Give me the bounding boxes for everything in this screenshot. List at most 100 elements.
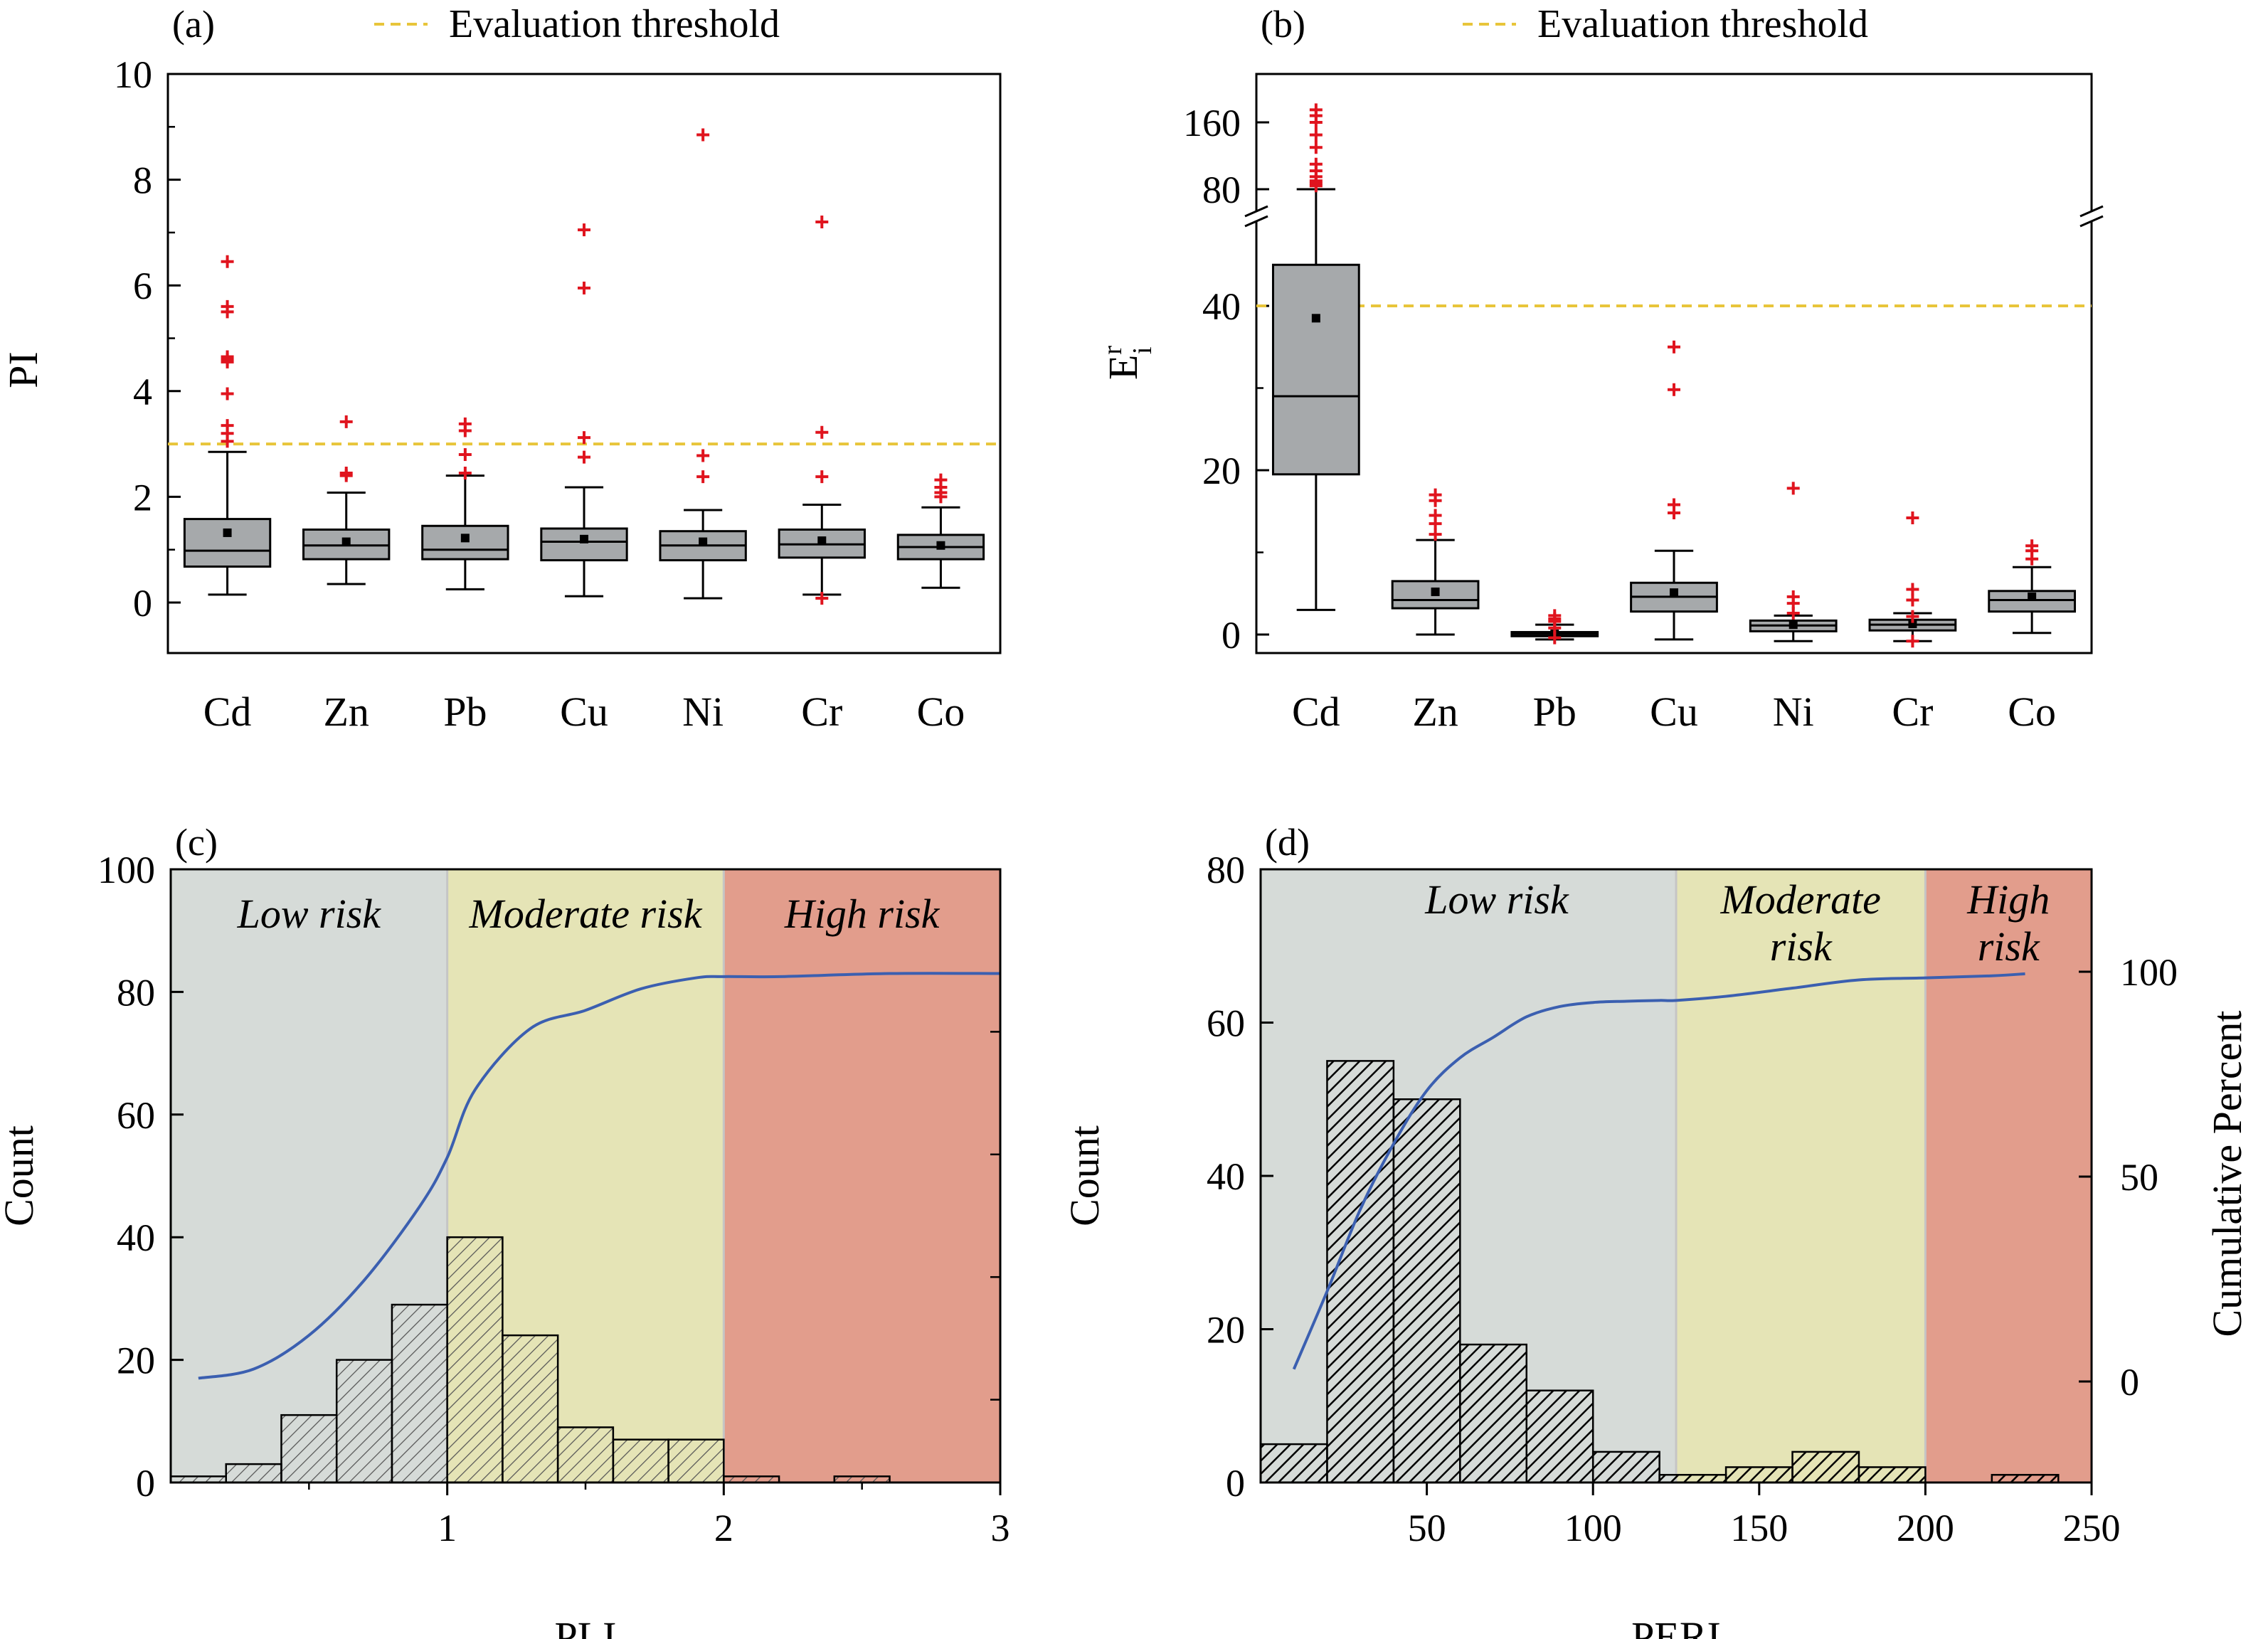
outlier-marker [815, 592, 829, 605]
mean-marker [699, 537, 708, 546]
panel-c-y-axis-title: Count [0, 1125, 42, 1226]
panel-b-box-zn [1391, 488, 1480, 636]
outlier-marker [339, 469, 353, 482]
panel-a-legend-label: Evaluation threshold [449, 2, 780, 46]
panel-d-xtick-label: 50 [1408, 1507, 1446, 1549]
outlier-marker [1309, 141, 1323, 154]
outlier-marker [1668, 340, 1680, 354]
panel-a-ytick-label: 6 [133, 265, 152, 307]
panel-b-category-label: Cr [1892, 689, 1933, 735]
panel-d-xtick-label: 250 [2063, 1507, 2121, 1549]
panel-d-y2tick-label: 0 [2120, 1361, 2139, 1404]
panel-c-bar [556, 1426, 615, 1484]
outlier-marker [1548, 631, 1562, 645]
panel-d-zone-label-line2: risk [1770, 923, 1833, 970]
panel-d-xtick-label: 150 [1730, 1507, 1788, 1549]
panel-c-xtick-label: 3 [991, 1507, 1010, 1549]
panel-b-y-axis-title: Eri [1098, 346, 1157, 380]
outlier-marker [221, 255, 234, 268]
outlier-marker [1429, 528, 1442, 541]
panel-d-zone-label: Low risk [1424, 876, 1569, 923]
panel-b-box-co [1988, 539, 2077, 635]
mean-marker [1908, 619, 1917, 628]
panel-d-bar [1591, 1450, 1660, 1484]
panel-d-zone-label: High [1966, 876, 2050, 923]
panel-c-zone-label: Low risk [237, 891, 382, 937]
outlier-marker [1906, 610, 1919, 623]
panel-d-zone-2 [1925, 869, 2092, 1482]
outlier-marker [1429, 517, 1442, 531]
panel-c-bar [225, 1463, 282, 1484]
outlier-marker [696, 128, 710, 142]
outlier-marker [339, 415, 353, 428]
panel-a-box-ni [659, 128, 747, 600]
outlier-marker [1668, 506, 1680, 520]
panel-c-histogram: Low risk Moderate risk High risk 0 20 40 60 80 1… [0, 821, 1010, 1639]
outlier-marker [1906, 511, 1919, 524]
iqr-box [421, 524, 509, 561]
panel-c-ytick-label: 60 [117, 1094, 155, 1137]
mean-marker [460, 534, 470, 543]
outlier-marker [458, 424, 472, 437]
panel-c-ytick-label: 40 [117, 1216, 155, 1259]
panel-a-ytick-label: 10 [114, 53, 152, 96]
axis-break-mark [1244, 215, 1268, 228]
panel-d-x-axis-title: PERI [1631, 1613, 1721, 1639]
axis-break-mark [1244, 205, 1268, 218]
panel-b-category-label: Co [2008, 689, 2056, 735]
outlier-marker [934, 490, 948, 504]
panel-b-box-cu [1630, 340, 1718, 641]
panel-b-ytick-label: 80 [1202, 169, 1241, 211]
outlier-marker [1786, 482, 1800, 495]
panel-b-legend-label: Evaluation threshold [1537, 2, 1868, 46]
panel-c-xtick-label: 2 [714, 1507, 733, 1549]
panel-a-category-label: Co [917, 689, 965, 735]
axis-break-mark [2079, 215, 2104, 228]
panel-c-cumulative-line [198, 972, 1001, 1380]
panel-a-category-label: Cd [203, 689, 252, 735]
panel-b-box-cd [1271, 103, 1360, 611]
panel-c-zone-label: Moderate risk [469, 891, 703, 937]
panel-b-ytick-label: 0 [1222, 614, 1241, 657]
outlier-marker [578, 450, 590, 464]
outlier-marker [696, 449, 710, 462]
panel-c-bar [391, 1303, 448, 1484]
panel-d-y2tick-label: 100 [2120, 951, 2178, 994]
panel-d-bar [1658, 1473, 1727, 1484]
panel-d-ytick-label: 40 [1207, 1155, 1245, 1198]
panel-d-ytick-label: 60 [1207, 1002, 1245, 1045]
panel-b-category-label: Cu [1650, 689, 1698, 735]
panel-a-box-cd [183, 255, 272, 596]
panel-a-box-cu [540, 223, 628, 598]
iqr-box [183, 518, 272, 568]
panel-b-category-label: Zn [1412, 689, 1458, 735]
panel-c-bar [612, 1438, 669, 1484]
panel-d-bar [1791, 1450, 1860, 1484]
axis-break-mark [2079, 205, 2104, 218]
panel-d-y-axis-title: Count [1061, 1125, 1108, 1226]
outlier-marker [1906, 583, 1919, 596]
panel-d-label: (d) [1265, 821, 1310, 864]
panel-a-category-label: Cr [801, 689, 842, 735]
mean-marker [817, 536, 827, 546]
panel-b-box-cr [1868, 511, 1957, 648]
panel-a-category-label: Ni [682, 689, 724, 735]
panel-d-zone-label-line2: risk [1978, 923, 2040, 970]
panel-b-category-label: Cd [1292, 689, 1340, 735]
panel-d-bar [1259, 1443, 1328, 1484]
outlier-marker [1906, 635, 1919, 648]
panel-d-bar [1724, 1466, 1793, 1484]
panel-c-zone-label: High risk [784, 891, 940, 937]
mean-marker [223, 528, 232, 537]
panel-d-ytick-label: 80 [1207, 849, 1245, 891]
panel-d-xtick-label: 200 [1897, 1507, 1954, 1549]
panel-a-category-label: Cu [560, 689, 608, 735]
panel-d-zone-label: Moderate [1719, 876, 1881, 923]
mean-marker [1670, 588, 1678, 598]
panel-c-ytick-label: 100 [97, 849, 155, 891]
mean-marker [1311, 314, 1320, 323]
panel-d-ytick-label: 0 [1226, 1462, 1245, 1505]
panel-d-zone-1 [1676, 869, 1926, 1482]
